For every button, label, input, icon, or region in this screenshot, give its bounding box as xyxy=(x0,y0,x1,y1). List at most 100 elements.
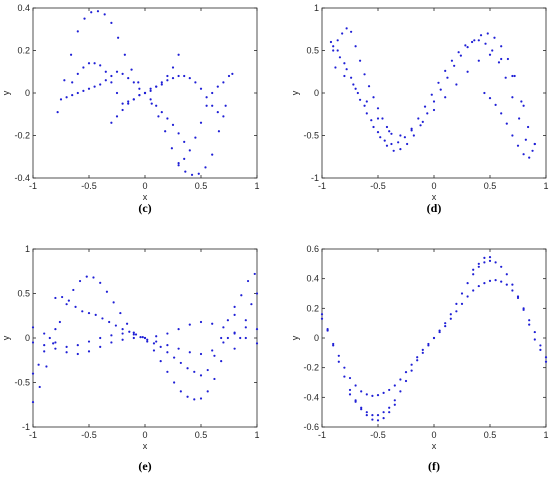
scatter-point xyxy=(343,74,346,78)
scatter-point xyxy=(399,390,402,393)
scatter-point xyxy=(132,81,135,84)
scatter-point xyxy=(341,32,344,35)
scatter-point xyxy=(160,111,163,114)
scatter-point xyxy=(438,329,441,332)
scatter-point xyxy=(134,333,138,336)
scatter-point xyxy=(497,61,501,64)
scatter-point xyxy=(101,317,104,320)
scatter-point xyxy=(363,73,366,76)
scatter-point xyxy=(183,74,186,78)
scatter-point xyxy=(345,27,348,30)
scatter-point xyxy=(71,94,74,97)
scatter-point xyxy=(337,360,340,363)
scatter-point xyxy=(544,356,548,359)
scatter-point xyxy=(455,83,458,86)
scatter-point xyxy=(43,350,46,353)
x-tick-label: 0 xyxy=(142,181,147,191)
scatter-point xyxy=(388,406,391,409)
x-axis-label: x xyxy=(143,441,148,451)
scatter-point xyxy=(179,361,182,365)
x-axis-label: x xyxy=(432,441,437,451)
scatter-point xyxy=(244,326,247,329)
scatter-point xyxy=(544,360,548,363)
scatter-point xyxy=(137,81,140,84)
scatter-point xyxy=(393,399,396,402)
scatter-point xyxy=(177,328,180,331)
scatter-point xyxy=(477,59,480,62)
scatter-point xyxy=(171,66,175,69)
x-tick-label: -0.5 xyxy=(370,430,386,440)
scatter-point xyxy=(149,89,152,92)
scatter-point xyxy=(457,51,460,54)
scatter-point xyxy=(132,331,135,334)
scatter-point xyxy=(393,403,396,406)
y-tick-label: 0.2 xyxy=(17,46,30,56)
scatter-point xyxy=(379,136,382,139)
scatter-point xyxy=(444,96,447,99)
scatter-point xyxy=(160,81,163,84)
scatter-point xyxy=(382,411,385,414)
scatter-point xyxy=(99,83,102,86)
x-axis-label: x xyxy=(432,192,437,202)
scatter-point xyxy=(103,13,106,16)
scatter-point xyxy=(37,363,40,366)
scatter-point xyxy=(449,317,452,320)
scatter-point xyxy=(220,360,223,363)
scatter-point xyxy=(121,332,124,335)
scatter-point xyxy=(528,319,531,322)
scatter-point xyxy=(110,81,113,84)
scatter-point xyxy=(233,313,236,316)
y-tick-label: 1 xyxy=(314,3,319,13)
scatter-point xyxy=(56,111,59,114)
scatter-point xyxy=(360,408,363,411)
scatter-point xyxy=(488,53,492,56)
scatter-point xyxy=(93,85,96,88)
scatter-point xyxy=(76,72,79,75)
scatter-point xyxy=(365,112,368,115)
scatter-point xyxy=(348,393,352,396)
scatter-point xyxy=(152,342,156,345)
scatter-point xyxy=(376,419,380,422)
y-tick-label: -1 xyxy=(22,422,30,432)
scatter-point xyxy=(494,279,497,282)
scatter-point xyxy=(119,311,122,315)
scatter-point xyxy=(45,365,48,368)
scatter-point xyxy=(54,341,57,344)
scatter-point xyxy=(115,115,119,118)
scatter-point xyxy=(531,149,534,152)
scatter-point xyxy=(250,303,253,306)
scatter-point xyxy=(188,149,191,152)
scatter-point xyxy=(166,79,169,82)
scatter-point xyxy=(354,45,357,48)
scatter-point xyxy=(511,96,514,99)
scatter-point xyxy=(477,39,480,42)
scatter-point xyxy=(138,87,141,90)
scatter-point xyxy=(211,322,214,325)
scatter-point xyxy=(410,363,413,366)
scatter-point xyxy=(132,336,135,340)
scatter-point xyxy=(460,302,464,305)
scatter-point xyxy=(105,290,109,293)
scatter-point xyxy=(338,56,342,59)
y-tick-label: 0 xyxy=(314,88,319,98)
scatter-point xyxy=(226,319,229,322)
scatter-point xyxy=(222,81,225,84)
scatter-point xyxy=(539,344,542,347)
scatter-point xyxy=(399,148,402,151)
scatter-point xyxy=(385,125,389,129)
y-tick-label: -1 xyxy=(311,173,319,183)
scatter-point xyxy=(533,338,536,341)
x-tick-label: 1 xyxy=(254,430,259,440)
scatter-point xyxy=(518,117,521,120)
scatter-point xyxy=(170,147,173,150)
panel-d: -1 -0.5 0 0.5 1 -1 -0.5 0 0.5 1 x y (d) xyxy=(290,3,549,215)
scatter-point xyxy=(205,104,208,107)
scatter-point xyxy=(226,336,229,340)
scatter-point xyxy=(204,166,207,169)
scatter-point xyxy=(444,69,447,72)
scatter-point xyxy=(166,332,169,335)
x-tick-label: 1 xyxy=(254,181,259,191)
scatter-point xyxy=(199,374,203,377)
scatter-point xyxy=(220,336,223,340)
